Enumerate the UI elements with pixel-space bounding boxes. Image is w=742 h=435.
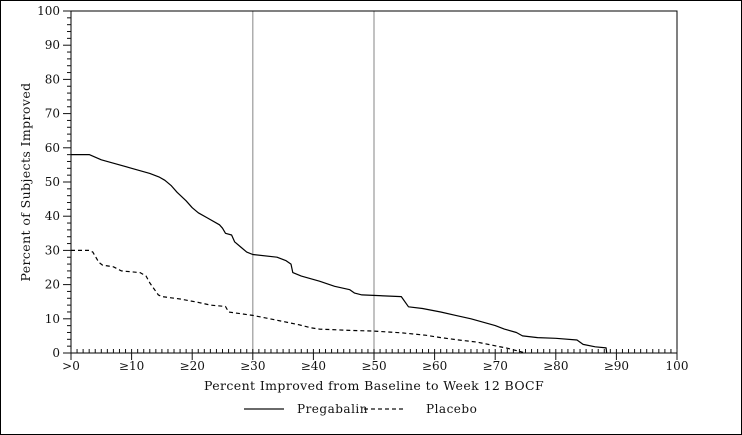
x-tick-label: 100 [666,359,689,373]
legend: Pregabalin Placebo [244,402,477,416]
y-axis-title: Percent of Subjects Improved [18,82,33,281]
legend-pregabalin-label: Pregabalin [297,402,368,416]
legend-placebo-label: Placebo [426,402,477,416]
y-tick-label: 80 [45,72,60,86]
y-tick-label: 30 [45,243,60,257]
x-tick-label: ≥30 [240,359,265,373]
curve-pregabalin [71,154,608,354]
x-axis-title: Percent Improved from Baseline to Week 1… [204,378,544,393]
y-tick-label: 0 [52,346,60,360]
x-tick-label: ≥90 [604,359,629,373]
x-tick-label: ≥10 [119,359,144,373]
y-tick-label: 10 [45,312,60,326]
y-tick-label: 50 [45,175,60,189]
y-tick-label: 100 [37,4,60,18]
y-tick-label: 20 [45,278,60,292]
x-tick-label: ≥60 [422,359,447,373]
y-tick-label: 90 [45,38,60,52]
y-tick-label: 40 [45,209,60,223]
x-tick-label: ≥50 [361,359,386,373]
x-tick-label: ≥80 [543,359,568,373]
y-tick-label: 60 [45,141,60,155]
x-tick-label: ≥70 [483,359,508,373]
x-tick-label: >0 [62,359,80,373]
y-tick-label: 70 [45,107,60,121]
curve-placebo [71,249,524,353]
x-tick-label: ≥40 [301,359,326,373]
x-tick-label: ≥20 [180,359,205,373]
